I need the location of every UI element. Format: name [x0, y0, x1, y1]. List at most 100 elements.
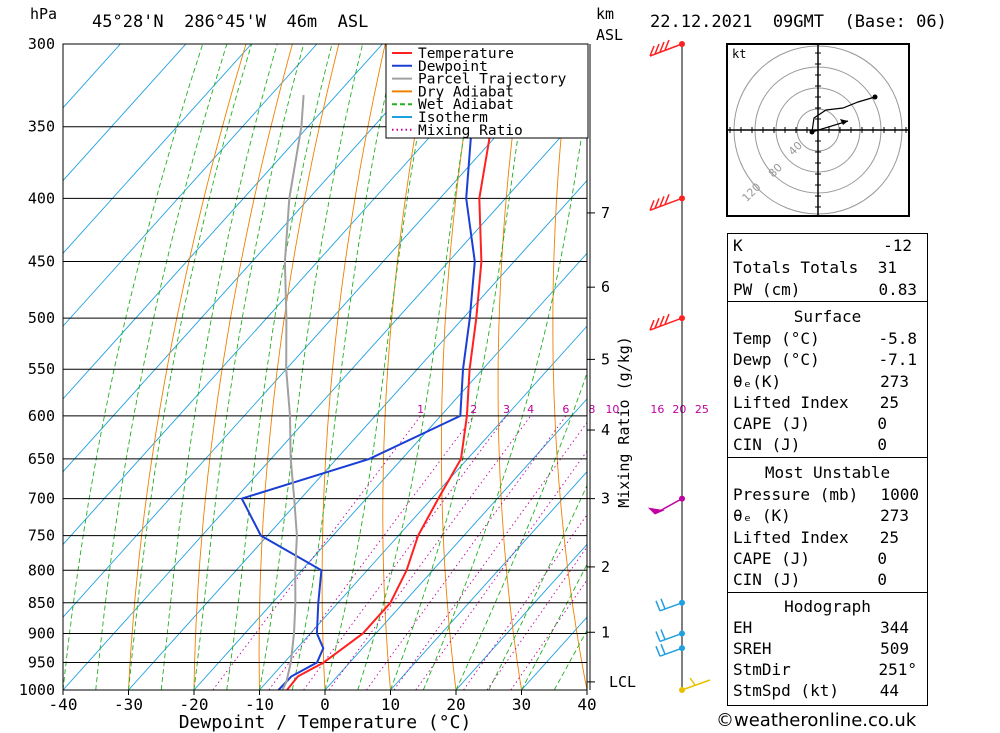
- stmspd-label: StmSpd (kt): [733, 681, 839, 700]
- pressure-tick-label: 650: [28, 450, 55, 468]
- km-tick-label: 6: [601, 278, 610, 296]
- x-tick-label: -30: [114, 695, 143, 714]
- wet-adiabat-line: [553, 629, 587, 690]
- surface-temp-value: -5.8: [878, 329, 917, 348]
- isotherm-line: [63, 107, 587, 690]
- isotherm-line: [63, 44, 383, 400]
- x-tick-label: -20: [180, 695, 209, 714]
- axes: 3003504004505005506006507007508008509009…: [19, 35, 633, 733]
- series-line-temperature: [286, 44, 502, 690]
- mixing-ratio-tick-label: 25: [695, 403, 709, 416]
- pressure-tick-label: 300: [28, 35, 55, 53]
- km-tick-label: 5: [601, 350, 610, 368]
- height-unit-asl-label: ASL: [596, 26, 624, 44]
- mixing-ratio-tick-label: 8: [588, 403, 595, 416]
- km-tick-label: 7: [601, 204, 610, 222]
- x-tick-label: 40: [577, 695, 596, 714]
- isotherm-line: [128, 179, 587, 690]
- dry-adiabat-line: [497, 44, 525, 690]
- legend-entry: Temperature: [418, 46, 514, 62]
- isotherm-line: [63, 44, 252, 255]
- pressure-tick-label: 400: [28, 189, 55, 207]
- isotherm-line: [259, 325, 587, 690]
- x-tick-label: 20: [446, 695, 465, 714]
- wet-adiabat-line: [422, 96, 587, 690]
- mixing-ratio-line: [366, 415, 567, 690]
- mu-cape-label: CAPE (J): [733, 549, 811, 568]
- isotherm-line: [455, 543, 587, 690]
- indices-panel: K -12 Totals Totals 31 PW (cm) 0.83: [727, 233, 928, 303]
- pressure-unit-label: hPa: [30, 5, 58, 23]
- pressure-tick-label: 900: [28, 624, 55, 642]
- wind-barb: [647, 497, 683, 515]
- mu-theta-label: θₑ (K): [733, 506, 791, 525]
- sreh-label: SREH: [733, 639, 772, 658]
- mu-li-label: Lifted Index: [733, 528, 849, 547]
- mixing-ratio-tick-label: 16: [650, 403, 664, 416]
- mixing-ratio-line: [463, 514, 587, 690]
- x-tick-label: 30: [512, 695, 531, 714]
- wet-adiabat-line: [291, 44, 397, 690]
- sreh-value: 509: [880, 639, 909, 658]
- dry-adiabat-line: [128, 44, 247, 690]
- surface-panel: Surface Temp (°C) -5.8 Dewp (°C) -7.1 θₑ(K…: [727, 301, 928, 459]
- mu-theta-value: 273: [880, 506, 909, 525]
- mixing-ratio-line: [415, 450, 587, 690]
- mixing-ratio-labels: 1 2 3 4 6 8 10 16 20 25: [417, 403, 709, 416]
- dry-adiabat-line: [657, 44, 718, 690]
- surface-cin-label: CIN (J): [733, 435, 801, 454]
- mixing-ratio-axis-label: Mixing Ratio (g/kg): [615, 336, 633, 508]
- datetime-label: 22.12.2021 09GMT (Base: 06): [650, 12, 947, 32]
- surface-li-label: Lifted Index: [733, 393, 849, 412]
- eh-label: EH: [733, 618, 753, 637]
- isotherm-line: [390, 470, 587, 690]
- series-line-dewpoint: [240, 44, 482, 690]
- eh-value: 344: [880, 618, 909, 637]
- stmdir-value: 251°: [878, 660, 917, 679]
- km-tick-label: 1: [601, 623, 610, 641]
- isotherm-line: [324, 398, 587, 690]
- surface-dewp-label: Dewp (°C): [733, 350, 820, 369]
- wind-barbs: [647, 39, 711, 693]
- k-index-value: -12: [883, 236, 912, 255]
- mixing-ratio-tick-label: 20: [672, 403, 686, 416]
- wind-barb: [655, 598, 683, 612]
- height-unit-label: km: [596, 5, 615, 23]
- legend-entry: Dewpoint: [418, 59, 488, 75]
- mixing-ratio-tick-label: 2: [470, 403, 477, 416]
- surface-theta-value: 273: [880, 372, 909, 391]
- hodograph-endpoint: [872, 94, 878, 100]
- copyright-label[interactable]: ©weatheronline.co.uk: [716, 710, 917, 731]
- series-line-parcel-trajectory: [281, 95, 305, 690]
- surface-li-value: 25: [879, 393, 899, 412]
- surface-temp-label: Temp (°C): [733, 329, 820, 348]
- mu-pressure-value: 1000: [880, 485, 919, 504]
- isotherm-lines: [63, 44, 587, 690]
- hodograph-trace: [811, 96, 876, 133]
- surface-theta-label: θₑ(K): [733, 372, 782, 391]
- mixing-ratio-line: [212, 415, 422, 690]
- surface-title: Surface: [793, 307, 862, 326]
- isotherm-line: [63, 44, 514, 546]
- legend-entry: Wet Adiabat: [418, 97, 514, 113]
- stmdir-label: StmDir: [733, 660, 791, 679]
- x-axis-label: Dewpoint / Temperature (°C): [179, 712, 472, 733]
- isotherm-line: [63, 44, 187, 182]
- x-tick-label: 10: [381, 695, 400, 714]
- legend-entry: Mixing Ratio: [418, 123, 523, 139]
- x-tick-label: 0: [320, 695, 330, 714]
- wet-adiabat-line: [324, 44, 436, 690]
- surface-cape-label: CAPE (J): [733, 414, 811, 433]
- pressure-tick-label: 500: [28, 309, 55, 327]
- dry-adiabat-line: [382, 44, 433, 690]
- km-tick-label: 3: [601, 490, 610, 508]
- stmspd-value: 44: [879, 681, 899, 700]
- mixing-ratio-tick-label: 3: [503, 403, 510, 416]
- storm-motion-arrowhead: [840, 119, 848, 125]
- profile-series: [240, 44, 502, 690]
- mixing-ratio-tick-label: 1: [417, 403, 424, 416]
- wet-adiabat-line: [128, 44, 253, 690]
- pressure-tick-label: 1000: [19, 681, 55, 699]
- pressure-tick-label: 450: [28, 253, 55, 271]
